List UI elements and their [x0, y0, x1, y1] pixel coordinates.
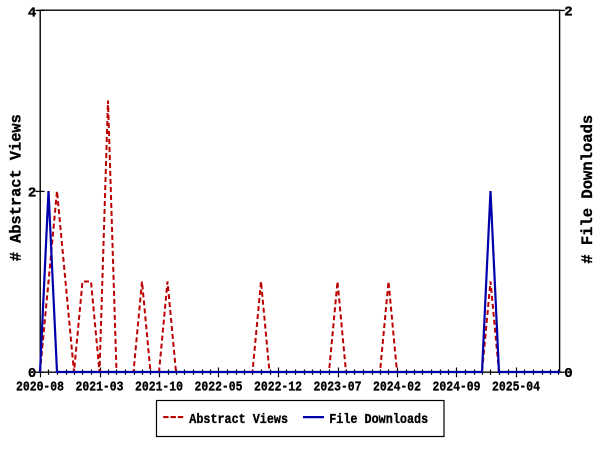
svg-text:2: 2	[564, 5, 572, 21]
svg-text:Abstract Views: Abstract Views	[189, 412, 288, 428]
svg-text:File Downloads: File Downloads	[329, 412, 428, 428]
svg-text:2: 2	[28, 185, 36, 201]
svg-text:# Abstract Views: # Abstract Views	[8, 114, 26, 261]
svg-text:2024-09: 2024-09	[433, 380, 481, 396]
svg-text:2023-07: 2023-07	[314, 380, 362, 396]
svg-text:2024-02: 2024-02	[373, 380, 421, 396]
svg-text:2022-05: 2022-05	[195, 380, 243, 396]
svg-text:2021-10: 2021-10	[135, 380, 183, 396]
svg-text:2020-08: 2020-08	[16, 380, 64, 396]
svg-text:2022-12: 2022-12	[254, 380, 302, 396]
svg-text:2021-03: 2021-03	[76, 380, 124, 396]
svg-text:0: 0	[28, 366, 36, 382]
svg-text:0: 0	[564, 366, 572, 382]
svg-text:4: 4	[28, 5, 36, 21]
svg-text:2025-04: 2025-04	[492, 380, 540, 396]
svg-text:# File Downloads: # File Downloads	[579, 115, 597, 264]
